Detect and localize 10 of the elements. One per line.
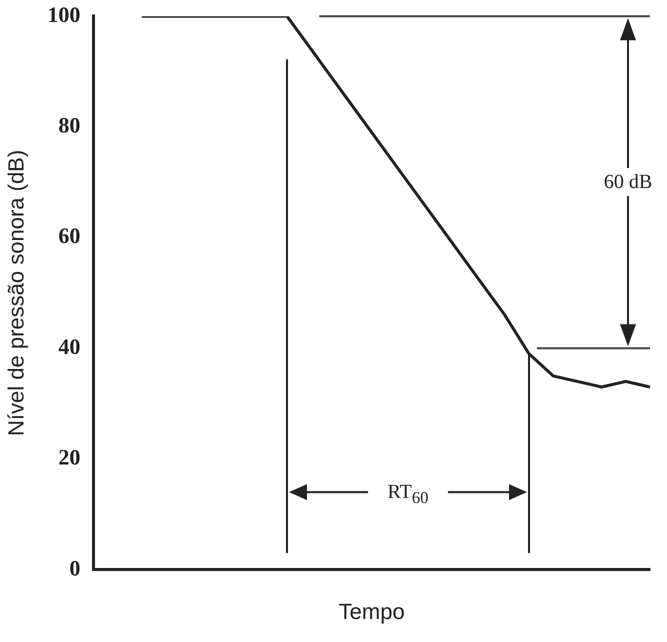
y-tick-label: 60: [58, 223, 80, 248]
x-axis-title: Tempo: [338, 598, 405, 624]
y-axis-title: Nível de pressão sonora (dB): [3, 150, 28, 436]
y-tick-label: 80: [58, 112, 80, 138]
y-tick-label: 0: [69, 555, 80, 580]
annotation: 60 dB: [588, 168, 667, 196]
y-tick-label: 100: [47, 2, 80, 27]
annotation: RT$_{60}$: [368, 478, 448, 512]
y-tick-label: 40: [58, 334, 80, 359]
y-tick-label: 20: [58, 444, 80, 470]
